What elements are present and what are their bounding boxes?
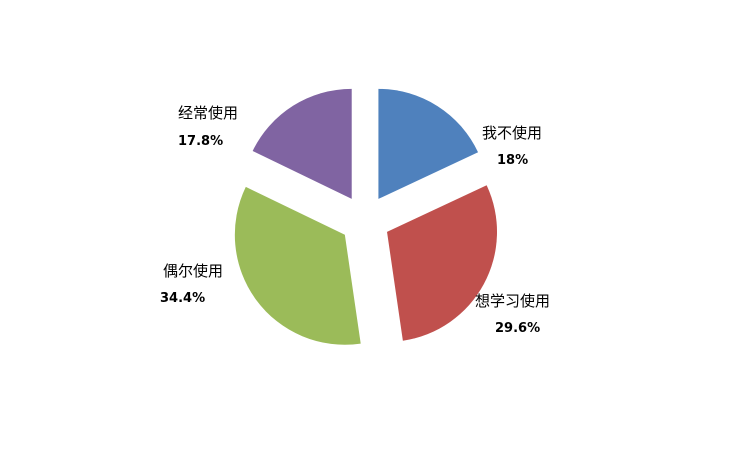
pie-slice bbox=[234, 186, 361, 345]
slice-label: 经常使用 bbox=[178, 104, 238, 122]
pie-slice bbox=[387, 185, 498, 341]
slice-label: 想学习使用 bbox=[475, 292, 550, 310]
pie-slice bbox=[378, 88, 479, 199]
slice-value-label: 34.4% bbox=[160, 291, 205, 306]
pie-slice bbox=[252, 88, 352, 199]
slice-label: 我不使用 bbox=[482, 124, 542, 142]
slice-label: 偶尔使用 bbox=[163, 262, 223, 280]
slice-value-label: 17.8% bbox=[178, 134, 223, 149]
slice-value-label: 18% bbox=[497, 153, 528, 168]
slice-value-label: 29.6% bbox=[495, 321, 540, 336]
